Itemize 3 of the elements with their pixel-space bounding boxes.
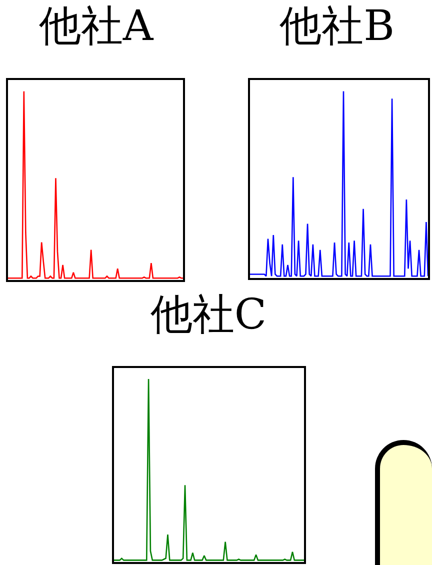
chart-title: 他社C [150, 290, 267, 338]
chart-title: 他社A [38, 0, 154, 50]
chart-title: 他社B [280, 0, 394, 50]
